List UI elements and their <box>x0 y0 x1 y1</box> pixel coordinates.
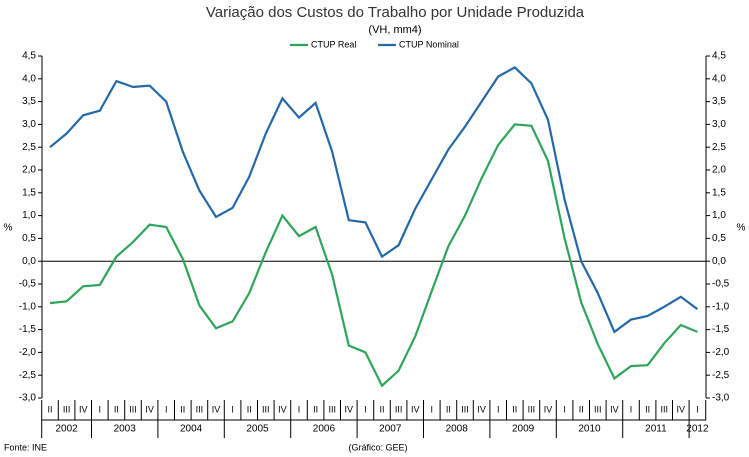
year-label: 2009 <box>512 424 535 435</box>
y2-tick-label: 1,5 <box>712 187 726 198</box>
x-tick-label: IV <box>212 404 221 414</box>
x-tick-label: III <box>594 404 602 414</box>
x-tick-label: II <box>512 404 517 414</box>
y-tick-label: 1,0 <box>22 210 36 221</box>
line-series <box>49 66 699 334</box>
y2-tick-label: -0,5 <box>712 279 730 290</box>
y-tick-label: 1,5 <box>22 187 36 198</box>
y-tick-label: -1,0 <box>19 301 37 312</box>
x-tick-label: I <box>563 404 566 414</box>
x-tick-label: II <box>180 404 185 414</box>
chart-subtitle: (VH, mm4) <box>368 24 421 36</box>
y-tick-label: 3,0 <box>22 119 36 130</box>
x-tick-label: IV <box>610 404 619 414</box>
x-tick-label: IV <box>278 404 287 414</box>
legend-label: CTUP Real <box>311 39 356 49</box>
y2-tick-label: 0,5 <box>712 233 726 244</box>
y-tick-label: 3,5 <box>22 96 36 107</box>
x-tick-label: I <box>630 404 633 414</box>
y2-tick-label: -1,5 <box>712 324 730 335</box>
x-tick-label: III <box>461 404 469 414</box>
y2-tick-label: 2,5 <box>712 142 726 153</box>
y-tick-label: -1,5 <box>19 324 37 335</box>
x-tick-label: II <box>446 404 451 414</box>
y-axis-label: % <box>4 223 13 234</box>
year-label: 2005 <box>246 424 269 435</box>
x-tick-label: III <box>129 404 137 414</box>
y2-tick-label: 1,0 <box>712 210 726 221</box>
y-tick-label: -3,0 <box>19 393 37 404</box>
x-tick-label: IV <box>345 404 354 414</box>
x-tick-label: I <box>431 404 434 414</box>
y2-tick-label: -3,0 <box>712 393 730 404</box>
y-tick-label: -2,0 <box>19 347 37 358</box>
x-tick-label: IV <box>411 404 420 414</box>
x-tick-label: III <box>395 404 403 414</box>
x-tick-label: I <box>696 404 699 414</box>
x-tick-label: I <box>497 404 500 414</box>
y-tick-label: 0,5 <box>22 233 36 244</box>
x-tick-label: III <box>660 404 668 414</box>
year-label: 2010 <box>578 424 601 435</box>
x-tick-label: II <box>579 404 584 414</box>
legend-label: CTUP Nominal <box>399 39 459 49</box>
year-label: 2011 <box>645 424 667 435</box>
year-label: 2003 <box>114 424 137 435</box>
y-tick-label: -2,5 <box>19 370 37 381</box>
x-tick-label: II <box>114 404 119 414</box>
y2-tick-label: -2,0 <box>712 347 730 358</box>
x-tick-label: IV <box>544 404 553 414</box>
x-tick-label: IV <box>477 404 486 414</box>
x-tick-label: II <box>379 404 384 414</box>
year-label: 2002 <box>55 424 78 435</box>
chart-title: Variação dos Custos do Trabalho por Unid… <box>206 4 585 21</box>
x-tick-label: II <box>247 404 252 414</box>
x-tick-label: I <box>231 404 234 414</box>
y2-tick-label: 3,0 <box>712 119 726 130</box>
x-tick-label: III <box>528 404 536 414</box>
y2-tick-label: 2,0 <box>712 165 726 176</box>
y-tick-label: 2,0 <box>22 165 36 176</box>
y2-tick-label: 0,0 <box>712 256 726 267</box>
x-tick-label: I <box>364 404 367 414</box>
x-tick-label: II <box>645 404 650 414</box>
x-tick-label: I <box>298 404 301 414</box>
x-tick-label: III <box>262 404 270 414</box>
x-tick-label: III <box>196 404 204 414</box>
year-label: 2004 <box>180 424 203 435</box>
y2-tick-label: 3,5 <box>712 96 726 107</box>
y2-tick-label: 4,0 <box>712 73 726 84</box>
x-tick-label: IV <box>79 404 88 414</box>
year-label: 2012 <box>686 424 709 435</box>
x-tick-label: IV <box>145 404 154 414</box>
y2-axis-label: % <box>737 223 746 234</box>
x-tick-label: I <box>165 404 168 414</box>
y2-tick-label: -2,5 <box>712 370 730 381</box>
y2-tick-label: 4,5 <box>712 51 726 62</box>
y-tick-label: 4,5 <box>22 51 36 62</box>
x-tick-label: I <box>99 404 102 414</box>
y2-tick-label: -1,0 <box>712 301 730 312</box>
y-tick-label: 4,0 <box>22 73 36 84</box>
year-label: 2007 <box>379 424 402 435</box>
x-tick-label: II <box>47 404 52 414</box>
y-tick-label: 2,5 <box>22 142 36 153</box>
line-series <box>49 123 698 388</box>
x-tick-label: III <box>328 404 336 414</box>
year-label: 2008 <box>446 424 469 435</box>
x-tick-label: IV <box>677 404 686 414</box>
y-tick-label: -0,5 <box>19 279 37 290</box>
x-tick-label: III <box>63 404 71 414</box>
source: Fonte: INE <box>4 442 47 452</box>
x-tick-label: II <box>313 404 318 414</box>
credit: (Gráfico: GEE) <box>348 442 407 452</box>
y-tick-label: 0,0 <box>22 256 36 267</box>
year-label: 2006 <box>313 424 336 435</box>
